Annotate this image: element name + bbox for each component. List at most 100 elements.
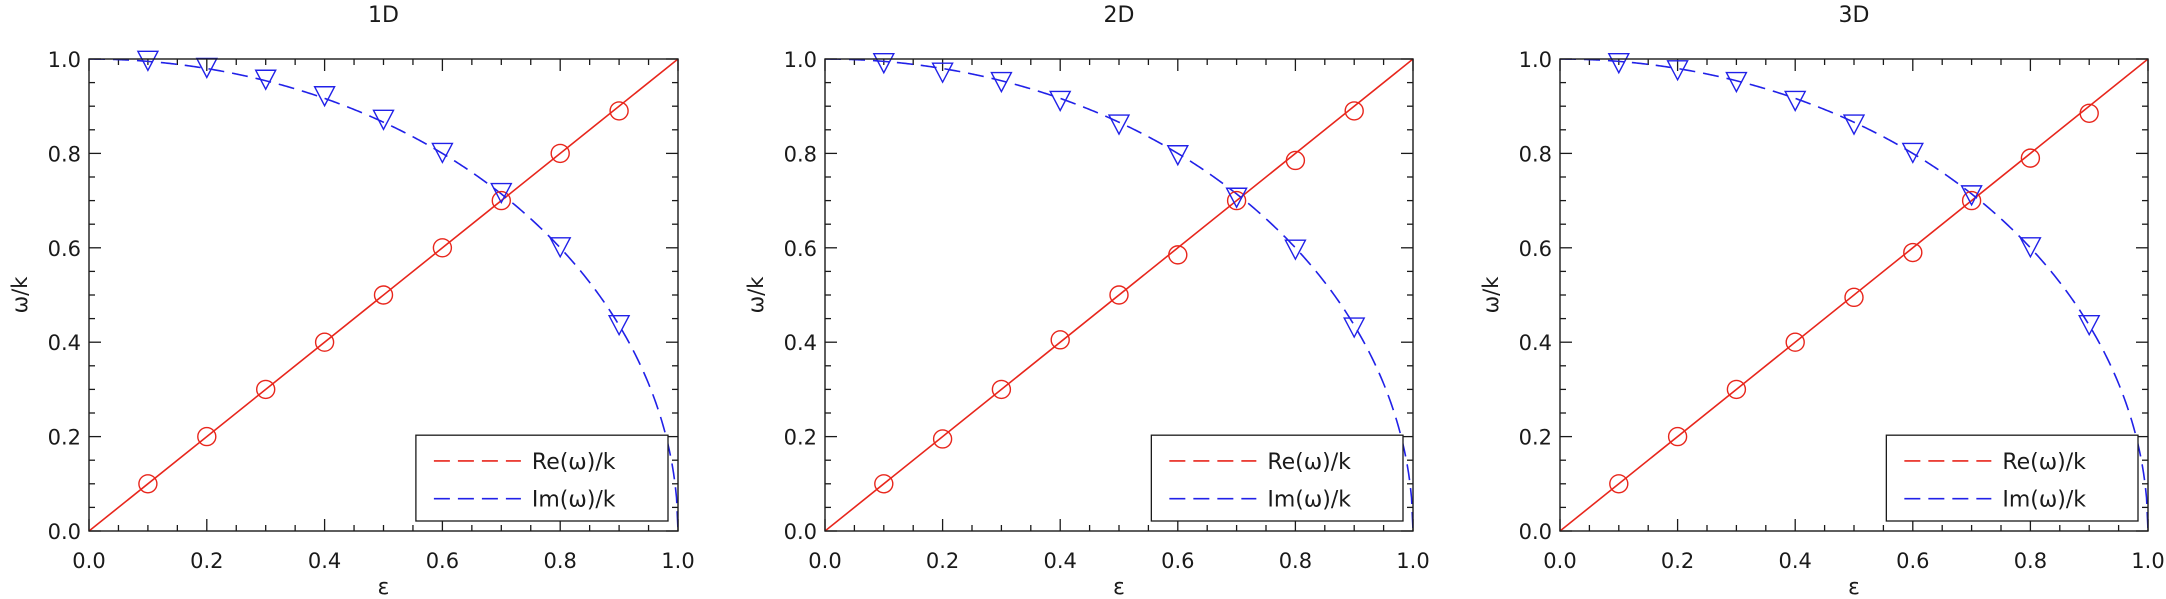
circle-marker <box>197 426 217 447</box>
y-tick-label: 0.4 <box>48 331 81 355</box>
triangle-marker <box>607 314 631 337</box>
x-tick-label: 0.0 <box>1543 549 1576 573</box>
circle-marker <box>432 238 453 258</box>
x-tick-label: 0.4 <box>1043 549 1076 573</box>
chart-title: 3D <box>1839 3 1870 28</box>
marker-group-im <box>136 50 631 337</box>
circle-marker <box>874 474 894 494</box>
x-tick-label: 0.4 <box>308 549 341 573</box>
circle-marker <box>1344 101 1364 121</box>
triangle-marker <box>990 71 1013 94</box>
legend-label: Re(ω)/k <box>2002 450 2086 475</box>
legend-box <box>1150 434 1404 522</box>
chart-panel-3d: 3D ω/k ε 0.0 0.2 0.4 0.6 0.8 1.0 0.0 0.2 0.4 0.6 0.8 1… <box>1479 3 2165 599</box>
triangle-marker <box>1107 114 1131 136</box>
y-tick-label: 0.4 <box>1519 331 1552 355</box>
triangle-marker <box>1166 145 1189 167</box>
plot-area <box>825 59 1413 531</box>
circle-marker <box>991 379 1012 400</box>
triangle-marker <box>1666 60 1689 82</box>
x-tick-label: 0.2 <box>1661 549 1694 573</box>
legend-label: Im(ω)/k <box>1267 488 1351 513</box>
x-tick-label: 0.6 <box>426 549 459 573</box>
circle-marker <box>314 332 335 352</box>
x-tick-label: 1.0 <box>1396 549 1429 573</box>
circle-marker <box>1785 332 1805 352</box>
legend-box <box>415 434 669 522</box>
legend: Re(ω)/k Im(ω)/k <box>1885 434 2139 522</box>
triangle-marker <box>2078 314 2101 337</box>
triangle-marker <box>2019 237 2042 259</box>
legend-box <box>1885 434 2139 522</box>
marker-group-re <box>1609 103 2099 494</box>
legend: Re(ω)/k Im(ω)/k <box>1150 434 1404 522</box>
circle-marker <box>1285 150 1306 171</box>
marker-group-im <box>1607 53 2101 337</box>
triangle-marker <box>931 62 954 84</box>
y-tick-label: 0.2 <box>1519 426 1552 450</box>
circle-marker <box>138 474 158 494</box>
triangle-marker <box>1284 239 1307 261</box>
x-tick-label: 0.8 <box>1279 549 1312 573</box>
triangle-marker <box>872 53 895 75</box>
series-line-im <box>825 59 1413 531</box>
x-tick-label: 1.0 <box>2131 549 2164 573</box>
series-line-re <box>89 59 678 531</box>
circle-marker <box>1726 379 1747 400</box>
circle-marker <box>932 429 953 449</box>
y-axis-label: ω/k <box>1479 276 1503 314</box>
circle-marker <box>1903 242 1923 263</box>
triangle-marker <box>1842 114 1866 136</box>
circle-marker <box>1226 190 1247 211</box>
marker-group-im <box>872 53 1366 339</box>
plot-area <box>1560 59 2148 531</box>
triangle-marker <box>1607 53 1630 75</box>
y-tick-label: 0.0 <box>784 520 817 544</box>
plot-frame <box>824 58 1414 532</box>
triangle-marker <box>1049 90 1072 112</box>
x-tick-label: 0.8 <box>543 549 576 573</box>
circle-marker <box>1168 245 1188 265</box>
y-tick-label: 0.6 <box>1519 237 1552 261</box>
legend-label: Re(ω)/k <box>532 450 616 475</box>
y-axis-label: ω/k <box>744 276 768 314</box>
triangle-marker <box>136 50 160 72</box>
circle-marker <box>1050 330 1070 350</box>
x-tick-label: 0.2 <box>190 549 223 573</box>
series-line-re <box>1560 59 2148 531</box>
y-tick-label: 0.8 <box>784 142 817 166</box>
triangle-marker <box>490 182 513 205</box>
circle-marker <box>2020 148 2041 168</box>
x-tick-label: 1.0 <box>661 549 694 573</box>
x-tick-label: 0.6 <box>1896 549 1929 573</box>
plot-frame <box>88 58 679 532</box>
circle-marker <box>1667 426 1688 447</box>
circle-marker <box>491 190 511 211</box>
marker-group-re <box>874 101 1364 494</box>
circle-marker <box>1609 474 1629 494</box>
x-axis-label: ε <box>1113 575 1125 599</box>
y-tick-label: 0.2 <box>784 426 817 450</box>
marker-group-re <box>138 101 629 494</box>
y-tick-label: 0.2 <box>48 426 81 450</box>
circle-marker <box>2079 103 2099 123</box>
y-tick-label: 0.0 <box>48 520 81 544</box>
series-line-im <box>89 59 678 531</box>
triangle-marker <box>549 237 572 259</box>
chart-title: 2D <box>1104 3 1135 28</box>
circle-marker <box>256 379 276 400</box>
circle-marker <box>1961 190 1982 211</box>
plot-frame <box>1559 58 2149 532</box>
chart-panel-2d: 2D ω/k ε 0.0 0.2 0.4 0.6 0.8 1.0 0.0 0.2 0.4 0.6 0.8 1… <box>744 3 1430 599</box>
chart-panel-1d: 1D ω/k ε 0.0 0.2 0.4 0.6 0.8 1.0 0.0 0.2 0.4 0.6 0.8 1… <box>8 3 695 599</box>
x-axis-label: ε <box>378 575 390 599</box>
y-tick-label: 0.8 <box>1519 142 1552 166</box>
legend-label: Re(ω)/k <box>1267 450 1351 475</box>
x-tick-label: 0.0 <box>72 549 105 573</box>
y-tick-label: 0.6 <box>784 237 817 261</box>
x-axis-label: ε <box>1848 575 1860 599</box>
y-tick-label: 1.0 <box>784 48 817 72</box>
triangle-marker <box>1725 71 1748 94</box>
y-axis-label: ω/k <box>8 276 32 314</box>
